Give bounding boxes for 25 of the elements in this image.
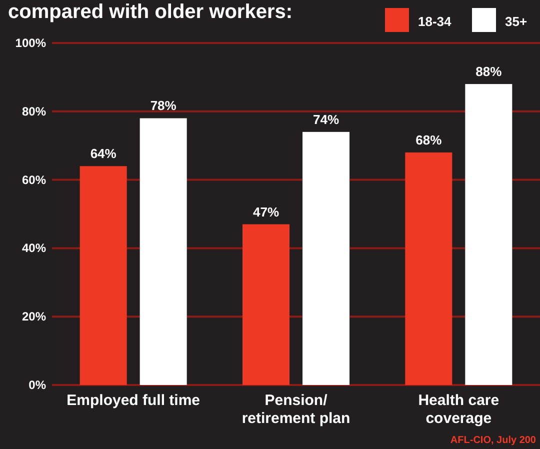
chart-title: compared with older workers: bbox=[8, 1, 293, 23]
text: AFL-CIO, July 200 bbox=[450, 435, 536, 446]
bar bbox=[302, 132, 350, 385]
x-tick-label: Health care coverage bbox=[418, 392, 500, 427]
x-tick-label: Pension/ retirement plan bbox=[242, 392, 350, 427]
bar bbox=[80, 166, 127, 385]
text: 74% bbox=[312, 112, 340, 127]
y-tick-label: 0% bbox=[28, 378, 46, 392]
text: 78% bbox=[150, 98, 176, 114]
legend-label: 35+ bbox=[505, 14, 528, 29]
bar bbox=[405, 152, 452, 385]
bar bbox=[242, 224, 290, 385]
legend-label: 18-34 bbox=[418, 14, 452, 29]
text: 88% bbox=[476, 64, 502, 80]
bar bbox=[465, 84, 512, 385]
text: 68% bbox=[416, 132, 442, 148]
y-tick-label: 80% bbox=[22, 104, 46, 118]
y-tick-label: 60% bbox=[22, 172, 46, 187]
y-tick-label: 40% bbox=[22, 241, 46, 256]
x-tick-label: Employed full time bbox=[66, 392, 200, 409]
bar bbox=[140, 118, 187, 385]
y-tick-label: 100% bbox=[15, 36, 46, 50]
text: 47% bbox=[252, 204, 280, 220]
text: 64% bbox=[90, 146, 116, 162]
y-tick-label: 20% bbox=[22, 310, 46, 324]
